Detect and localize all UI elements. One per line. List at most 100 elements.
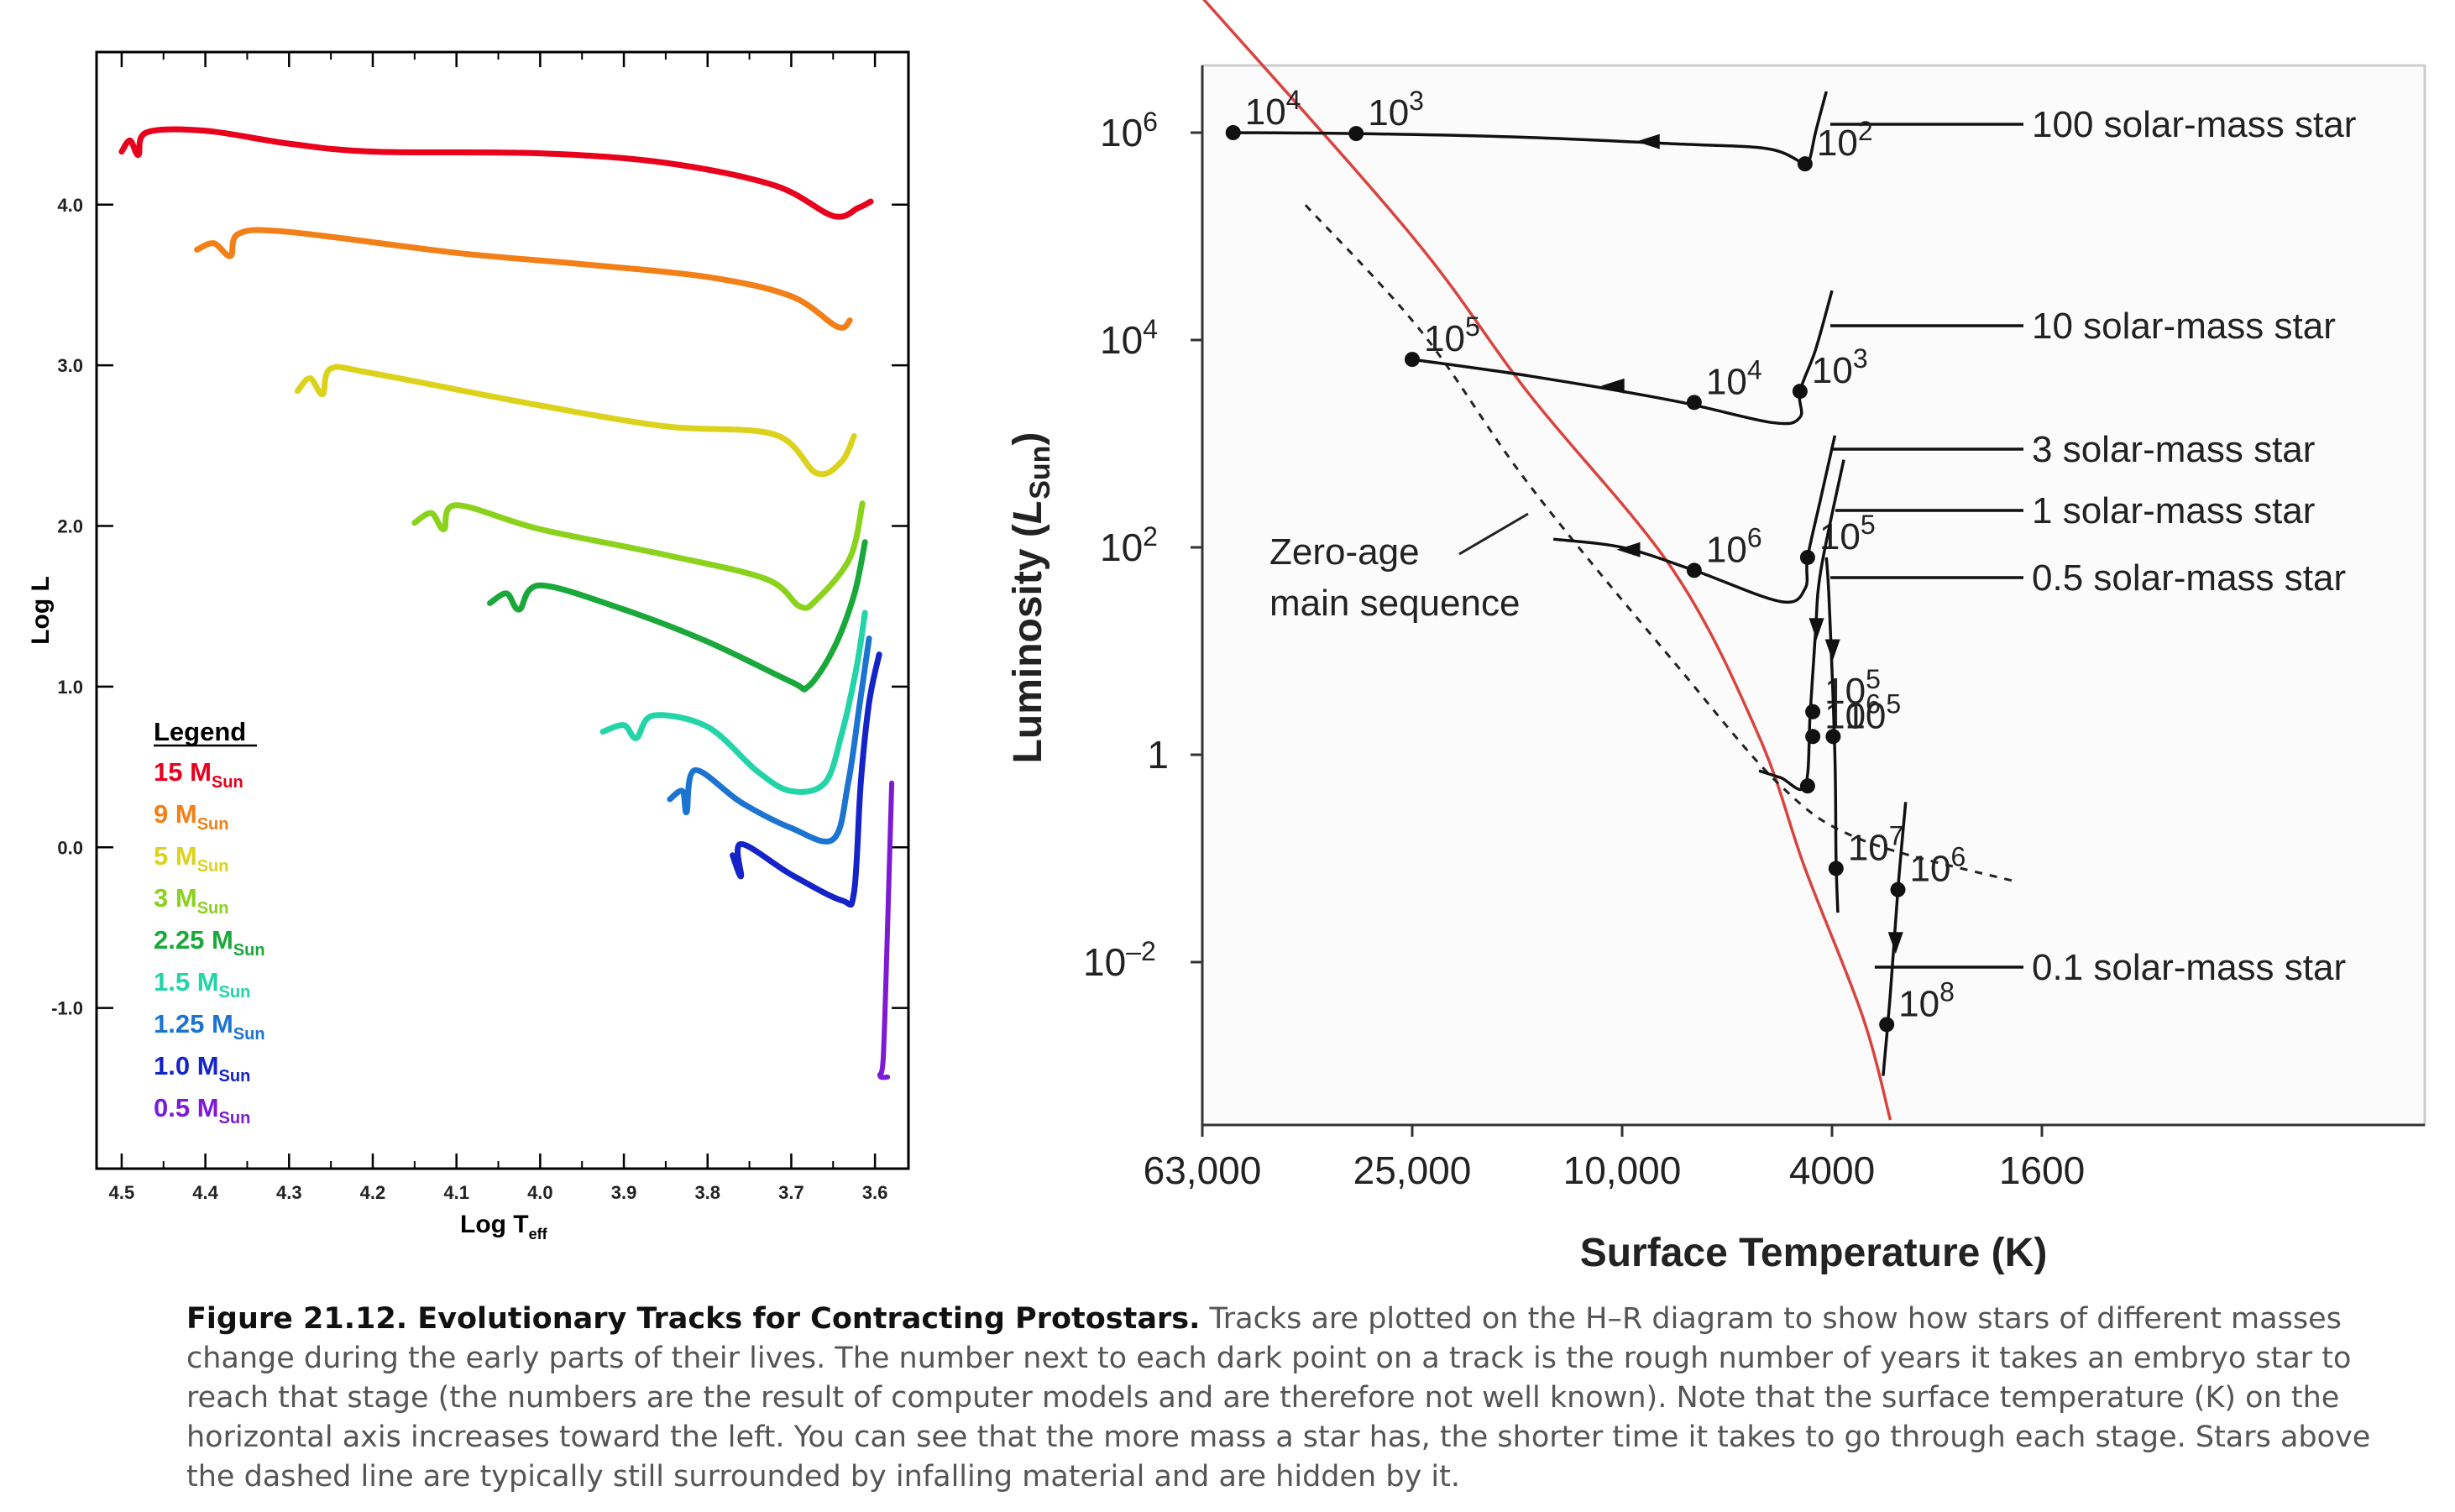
y-axis-label-main: Luminosity ( [1006, 524, 1050, 763]
stage-label-exponent: 8 [1939, 976, 1955, 1007]
y-tick-exponent: –2 [1126, 936, 1156, 966]
stage-point [1825, 729, 1841, 745]
track-line-2p25m [487, 539, 868, 693]
y-tick-label: 2.0 [57, 516, 83, 537]
stage-label-exponent: 5 [1465, 311, 1480, 342]
track-direction-arrow [1636, 133, 1660, 149]
y-tick-label: 102 [1100, 521, 1158, 569]
x-tick-label: 4.1 [443, 1182, 469, 1203]
track-line-1p5m [599, 610, 868, 795]
track-label: 0.1 solar-mass star [2032, 947, 2346, 988]
track-label: 1 solar-mass star [2032, 490, 2315, 531]
track-label: 3 solar-mass star [2032, 429, 2315, 470]
track-line-5m [294, 364, 857, 478]
legend-entry-sub: Sun [197, 899, 229, 918]
stage-point [1799, 778, 1815, 794]
zams-label-line1: Zero-age [1269, 531, 1420, 573]
stage-point [1805, 704, 1821, 719]
legend-entry: 1.5 MSun [154, 967, 250, 1002]
x-tick-label: 4.5 [109, 1182, 135, 1203]
stage-label-exponent: 5 [1886, 688, 1901, 719]
evolution-track [1233, 91, 1828, 166]
stage-label: 104 [1706, 354, 1762, 402]
stage-label-exponent: 7 [1889, 820, 1904, 850]
y-tick-exponent: 6 [1143, 107, 1158, 137]
stage-label-exponent: 3 [1409, 86, 1424, 116]
y-tick-label: -1.0 [51, 998, 83, 1019]
legend-entry: 1.0 MSun [154, 1051, 250, 1086]
left-hr-chart: 4.5 4.4 4.3 4.2 4.1 4.0 3.9 3.8 3.7 3.6 4.0 3.0 2.0 1… [27, 50, 910, 1243]
y-tick-label: 4.0 [57, 195, 83, 216]
x-tick-label: 1600 [1999, 1148, 2085, 1192]
stage-label-exponent: 4 [1286, 85, 1301, 115]
legend-entry: 15 MSun [154, 757, 243, 792]
stage-point [1686, 395, 1702, 411]
evolution-track [1758, 459, 1845, 792]
track-direction-arrow [1809, 618, 1824, 641]
stage-point [1348, 126, 1364, 142]
plot-frame [1201, 64, 2426, 1127]
stage-label-exponent: 3 [1853, 343, 1868, 374]
zams-leader-line [1458, 512, 1529, 556]
stage-label-exponent: 5 [1861, 510, 1876, 540]
stage-label-exponent: 5 [1866, 664, 1881, 694]
legend-entry-sub: Sun [197, 815, 229, 834]
stage-label-exponent: 6 [1950, 842, 1966, 872]
right-hr-chart: 63,000 25,000 10,000 4000 1600 106 104 102 1 10–2… [1006, 0, 2426, 1275]
track-line-0p5m [877, 780, 895, 1080]
zams-line [1202, 0, 1892, 1121]
stage-point [1799, 549, 1815, 565]
legend-entry-sub: Sun [219, 983, 251, 1002]
track-line-9m [194, 227, 853, 331]
figure-caption: Figure 21.12. Evolutionary Tracks for Co… [186, 1300, 2420, 1497]
stage-label: 105 [1845, 688, 1901, 736]
stage-label-exponent: 4 [1747, 354, 1762, 385]
x-tick-label: 4.2 [360, 1182, 386, 1203]
stage-point [1405, 352, 1420, 368]
stage-label-exponent: 6 [1866, 688, 1881, 719]
x-tick-label: 10,000 [1563, 1148, 1682, 1192]
y-tick-label: 10–2 [1083, 936, 1156, 984]
x-tick-label: 4.4 [192, 1182, 218, 1203]
stage-label-exponent: 6 [1747, 522, 1762, 552]
track-label: 100 solar-mass star [2032, 104, 2356, 145]
legend-entry: 0.5 MSun [154, 1093, 250, 1127]
figure-canvas: 4.5 4.4 4.3 4.2 4.1 4.0 3.9 3.8 3.7 3.6 4.0 3.0 2.0 1… [27, 0, 2426, 1275]
y-tick-label: 106 [1100, 107, 1158, 154]
y-tick-exponent: 4 [1143, 314, 1158, 344]
stage-point [1828, 861, 1844, 876]
track-label: 0.5 solar-mass star [2032, 557, 2346, 599]
caption-title: Figure 21.12. Evolutionary Tracks for Co… [186, 1302, 1201, 1336]
y-axis-label-sub: Sun [1024, 446, 1056, 500]
legend-entry: 1.25 MSun [154, 1009, 265, 1044]
legend-entry-sub: Sun [219, 1067, 251, 1086]
x-tick-label: 3.9 [611, 1182, 637, 1203]
dashed-birthline [1304, 204, 2016, 883]
stage-point [1797, 156, 1813, 172]
stage-point [1879, 1017, 1895, 1033]
track-line-15m [118, 126, 874, 220]
legend-entry-sub: Sun [212, 773, 243, 792]
legend-entry-sub: Sun [197, 857, 229, 876]
y-tick-label: 3.0 [57, 355, 83, 376]
y-tick-label: 0.0 [57, 837, 83, 858]
track-line-3m [411, 500, 866, 611]
track-direction-arrow [1600, 378, 1625, 394]
legend-entry: 2.25 MSun [154, 925, 265, 960]
track-direction-arrow [1616, 541, 1641, 557]
evolution-track [1411, 290, 1834, 426]
caption-text: Tracks are plotted on the H–R diagram to… [186, 1302, 2371, 1494]
x-tick-label: 3.8 [694, 1182, 720, 1203]
y-axis-label-l: L [1006, 500, 1050, 524]
y-tick-label: 104 [1100, 314, 1158, 362]
y-axis-label-end: ) [1006, 432, 1050, 446]
stage-point [1805, 729, 1821, 745]
x-axis-label: Surface Temperature (K) [1580, 1231, 2048, 1275]
x-tick-label: 63,000 [1144, 1148, 1262, 1192]
stage-label-exponent: 2 [1858, 116, 1873, 146]
y-tick-exponent: 2 [1143, 521, 1158, 552]
track-direction-arrow [1887, 932, 1903, 955]
zams-label-line2: main sequence [1269, 583, 1520, 624]
legend-title: Legend [154, 717, 246, 746]
legend-entry-sub: Sun [233, 1025, 265, 1044]
